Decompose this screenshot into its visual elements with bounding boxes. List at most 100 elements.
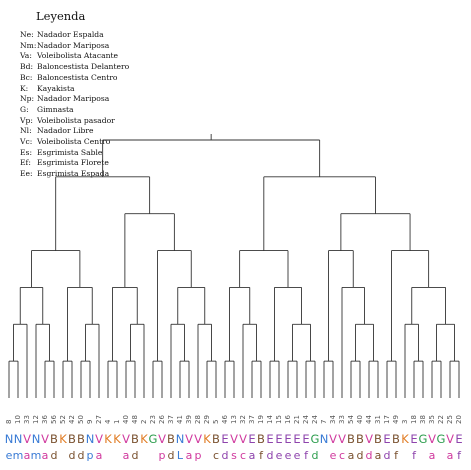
leaf-subtype: c (339, 449, 345, 462)
leaf-subtype: d (69, 449, 76, 462)
leaf-number: 10 (14, 415, 22, 424)
leaf-number: 38 (419, 415, 427, 424)
legend-label: Esgrimista Sable (37, 147, 103, 157)
legend-code: G: (20, 104, 29, 114)
leaf-category: V (365, 432, 373, 446)
leaf-category: V (95, 432, 103, 446)
leaf-subtype: s (231, 449, 237, 462)
legend-label: Nadador Mariposa (37, 94, 110, 104)
legend-label: Voleibolista pasador (37, 115, 115, 125)
leaf-category: N (32, 432, 41, 446)
legend-entry: Bd: Baloncestista Delantero (20, 62, 129, 73)
leaf-subtype: m (31, 449, 42, 462)
legend-label: Kayakista (37, 83, 75, 93)
leaf-category: V (185, 432, 193, 446)
leaf-category: G (419, 432, 428, 446)
leaf-number: 52 (59, 415, 67, 424)
leaf-category: V (158, 432, 166, 446)
leaf-subtype: e (6, 449, 13, 462)
leaf-number: 40 (356, 415, 364, 424)
leaf-number: 56 (50, 415, 58, 424)
leaf-number: 1 (113, 420, 121, 424)
leaf-subtype: m (13, 449, 24, 462)
legend-code: Bc: (20, 72, 33, 82)
leaf-category: B (212, 432, 220, 446)
leaf-subtype: f (412, 449, 417, 462)
leaf-category: B (374, 432, 382, 446)
leaf-subtype: f (304, 449, 309, 462)
leaf-category: E (266, 432, 273, 446)
leaf-number: 27 (95, 415, 103, 424)
leaf-subtype: c (240, 449, 246, 462)
legend-entry: K: Kayakista (20, 84, 129, 95)
leaf-category: B (356, 432, 364, 446)
leaf-category: E (284, 432, 291, 446)
legend-entry: Vp: Voleibolista pasador (20, 116, 129, 127)
leaf-category: K (140, 432, 148, 446)
legend-code: Bd: (20, 62, 33, 72)
legend-title: Leyenda (36, 9, 86, 23)
leaf-number: 20 (455, 415, 463, 424)
legend-code: Es: (20, 147, 32, 157)
leaf-category: G (149, 432, 158, 446)
leaf-category: K (113, 432, 121, 446)
leaf-subtype: a (24, 449, 31, 462)
legend-entry: G: Gimnasta (20, 105, 129, 116)
leaf-subtype: a (123, 449, 130, 462)
legend-label: Esgrimista Espada (37, 169, 110, 179)
leaf-category: V (194, 432, 202, 446)
leaf-number: 23 (149, 415, 157, 424)
leaf-category: G (437, 432, 446, 446)
leaf-number: 14 (266, 415, 274, 424)
leaf-category: B (50, 432, 58, 446)
legend-code: Va: (20, 51, 32, 61)
leaf-number: 9 (86, 420, 94, 424)
legend-label: Baloncestista Centro (37, 72, 118, 82)
leaf-subtype: f (259, 449, 264, 462)
leaf-number: 42 (68, 415, 76, 424)
leaf-number: 8 (5, 420, 13, 424)
leaf-number: 33 (23, 415, 31, 424)
leaf-subtype: d (222, 449, 229, 462)
leaf-number: 44 (365, 415, 373, 424)
leaf-subtype: e (330, 449, 337, 462)
legend-code: Nl: (20, 126, 32, 136)
leaf-subtype: e (276, 449, 283, 462)
legend-label: Baloncestista Delantero (37, 62, 130, 72)
leaf-number: 39 (185, 415, 193, 424)
legend-label: Voleibolista Centro (37, 137, 111, 147)
leaf-number: 16 (284, 415, 292, 424)
leaf-number: 32 (239, 415, 247, 424)
legend-code: Ne: (20, 30, 34, 39)
leaf-number: 17 (383, 415, 391, 424)
leaf-number: 37 (248, 415, 256, 424)
leaf-number: 2 (140, 420, 148, 424)
leaf-number: 29 (203, 415, 211, 424)
leaf-number: 24 (302, 415, 310, 424)
legend-entry: Ef: Esgrimista Florete (20, 158, 129, 169)
leaf-category: N (86, 432, 95, 446)
leaf-category: V (23, 432, 31, 446)
leaf-number: 26 (158, 415, 166, 424)
legend-entry: Vc: Voleibolista Centro (20, 137, 129, 148)
leaf-category: V (446, 432, 454, 446)
leaf-category: N (320, 432, 329, 446)
leaf-number: 33 (338, 415, 346, 424)
legend-code: K: (20, 83, 29, 93)
leaf-subtype: d (357, 449, 364, 462)
leaf-number: 21 (293, 415, 301, 424)
leaf-number: 37 (167, 415, 175, 424)
leaf-category: V (230, 432, 238, 446)
leaf-subtype: a (348, 449, 355, 462)
leaf-subtype: a (249, 449, 256, 462)
leaf-category: E (221, 432, 228, 446)
leaf-subtype: d (267, 449, 274, 462)
leaf-number: 50 (77, 415, 85, 424)
leaf-category: K (59, 432, 67, 446)
leaf-subtype: p (159, 449, 166, 462)
leaf-subtype: p (87, 449, 94, 462)
leaf-category: V (338, 432, 346, 446)
legend-code: Np: (20, 94, 35, 104)
